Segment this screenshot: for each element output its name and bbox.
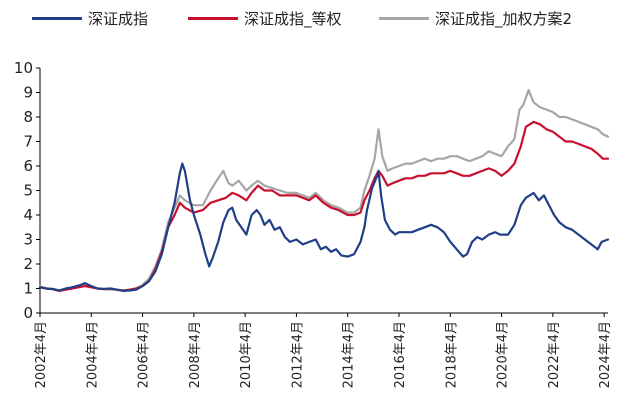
x-tick-label: 2024年4月 [598, 321, 613, 388]
x-tick-label: 2010年4月 [239, 321, 254, 388]
y-tick-label: 6 [23, 157, 33, 175]
y-tick-label: 5 [23, 182, 33, 200]
legend-item-series-3: 深证成指_加权方案2 [379, 8, 572, 29]
legend-item-series-1: 深证成指 [32, 8, 148, 29]
y-tick-label: 1 [23, 280, 33, 298]
x-tick-label: 2006年4月 [137, 321, 152, 388]
chart-legend: 深证成指 深证成指_等权 深证成指_加权方案2 [0, 8, 618, 32]
legend-swatch-series-1 [32, 17, 82, 20]
x-tick-label: 2012年4月 [290, 321, 305, 388]
series-line-2 [38, 120, 610, 292]
y-tick-label: 9 [23, 84, 33, 102]
y-tick-label: 3 [23, 231, 33, 249]
y-tick-label: 7 [23, 133, 33, 151]
x-tick-label: 2008年4月 [188, 321, 203, 388]
y-tick-label: 2 [23, 255, 33, 273]
series-line-3 [38, 88, 610, 292]
y-tick-label: 10 [14, 59, 33, 77]
x-tick-label: 2016年4月 [393, 321, 408, 388]
x-tick-label: 2014年4月 [342, 321, 357, 388]
x-tick-label: 2020年4月 [496, 321, 511, 388]
legend-label-series-3: 深证成指_加权方案2 [435, 10, 573, 28]
x-tick-label: 2004年4月 [85, 321, 100, 388]
y-tick-label: 8 [23, 108, 33, 126]
legend-swatch-series-2 [188, 17, 238, 20]
series-line-1 [38, 162, 610, 292]
legend-label-series-1: 深证成指 [88, 10, 149, 28]
y-tick-label: 0 [23, 304, 33, 322]
legend-label-series-2: 深证成指_等权 [244, 10, 342, 28]
legend-swatch-series-3 [379, 17, 429, 20]
legend-item-series-2: 深证成指_等权 [188, 8, 342, 29]
x-tick-label: 2002年4月 [34, 321, 49, 388]
y-tick-label: 4 [23, 206, 33, 224]
x-tick-label: 2022年4月 [547, 321, 562, 388]
x-tick-label: 2018年4月 [444, 321, 459, 388]
